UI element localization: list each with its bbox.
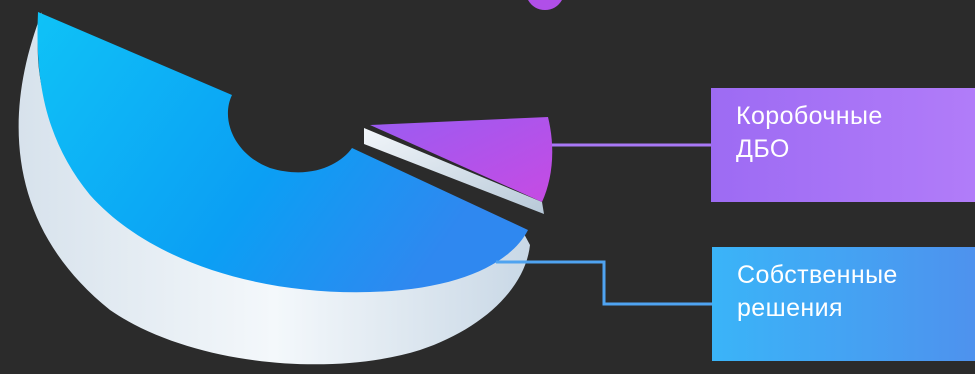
legend-label-boxed-line2: ДБО [736,135,790,163]
slice-own [37,12,528,293]
legend-label-own-line1: Собственные [737,261,898,289]
legend-label-boxed: Коробочные ДБО [711,88,975,202]
connector-own [496,260,712,306]
slice-boxed-side [364,128,544,214]
legend-label-own-line2: решения [737,294,843,322]
slice-boxed [370,117,553,202]
legend-label-own: Собственные решения [712,247,975,361]
slice-own-side [18,12,531,365]
legend-label-boxed-line1: Коробочные [736,102,883,130]
top-edge-cap [528,0,562,10]
